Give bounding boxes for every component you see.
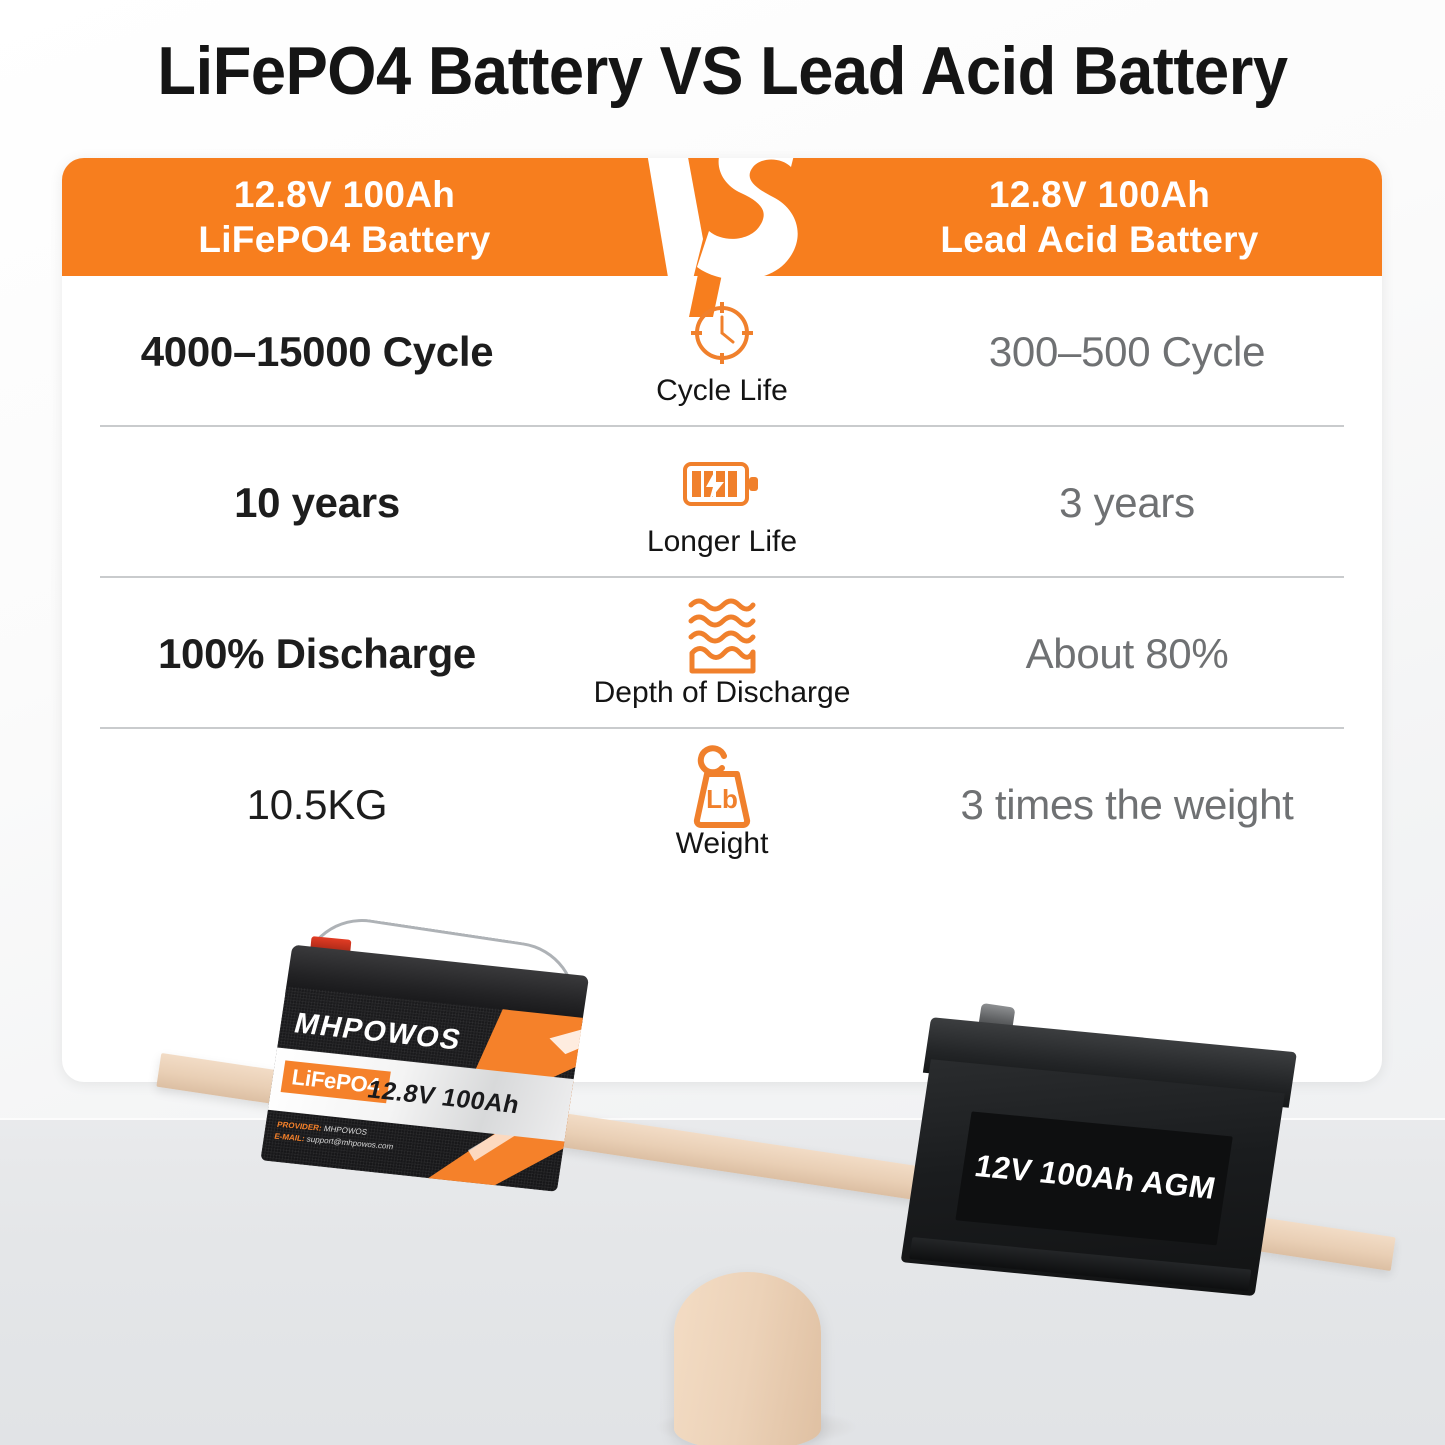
header-lead-acid-line1: 12.8V 100Ah [988,173,1211,215]
row-longer-life-label: Longer Life [646,524,798,558]
header-column-lifepo4: 12.8V 100Ah LiFePO4 Battery [62,172,627,262]
floor-horizon-line [0,1118,1445,1120]
row-depth-lifepo4-value: 100% Discharge [158,629,476,677]
header-lifepo4-line2: LiFePO4 Battery [198,219,491,260]
row-longer-life-feature: Longer Life [572,447,872,559]
water-waves-icon [683,598,761,673]
comparison-row-depth-of-discharge: 100% Discharge Depth of Discharge About … [62,578,1382,729]
comparison-card: 12.8V 100Ah LiFePO4 Battery 12.8V 100Ah … [62,158,1382,1082]
row-longer-life-lifepo4-value: 10 years [234,478,400,526]
row-cycle-life-lifepo4-value: 4000–15000 Cycle [140,327,494,375]
floor-surface [0,1118,1445,1445]
row-divider [100,576,1344,578]
comparison-row-longer-life: 10 years Longer Life 3 years [62,427,1382,578]
page-title: LiFePO4 Battery VS Lead Acid Battery [157,33,1288,109]
row-divider [100,425,1344,427]
row-cycle-life-feature: Cycle Life [572,296,872,408]
row-longer-life-lead-acid-value: 3 years [1059,478,1195,526]
row-depth-lead-acid-value: About 80% [1025,629,1229,677]
row-weight-label: Weight [675,826,769,860]
header-lead-acid-line2: Lead Acid Battery [940,219,1259,260]
row-weight-lead-acid-value: 3 times the weight [960,780,1294,828]
clock-icon [686,296,758,370]
row-weight-lifepo4-value: 10.5KG [246,780,388,828]
row-divider [100,727,1344,729]
weight-icon: Lb [685,744,759,828]
row-depth-feature: Depth of Discharge [572,598,872,710]
header-lifepo4-line1: 12.8V 100Ah [233,173,456,215]
comparison-row-cycle-life: 4000–15000 Cycle Cycle Life 300–500 Cycl… [62,276,1382,427]
row-weight-feature: Lb Weight [572,744,872,861]
svg-text:Lb: Lb [706,784,738,814]
row-depth-label: Depth of Discharge [593,675,851,709]
comparison-row-weight: 10.5KG Lb Weight 3 times the weight [62,729,1382,880]
comparison-header-bar: 12.8V 100Ah LiFePO4 Battery 12.8V 100Ah … [62,158,1382,317]
row-cycle-life-label: Cycle Life [656,373,788,407]
header-column-lead-acid: 12.8V 100Ah Lead Acid Battery [817,172,1382,262]
row-cycle-life-lead-acid-value: 300–500 Cycle [988,327,1266,375]
battery-charge-icon [682,447,762,521]
